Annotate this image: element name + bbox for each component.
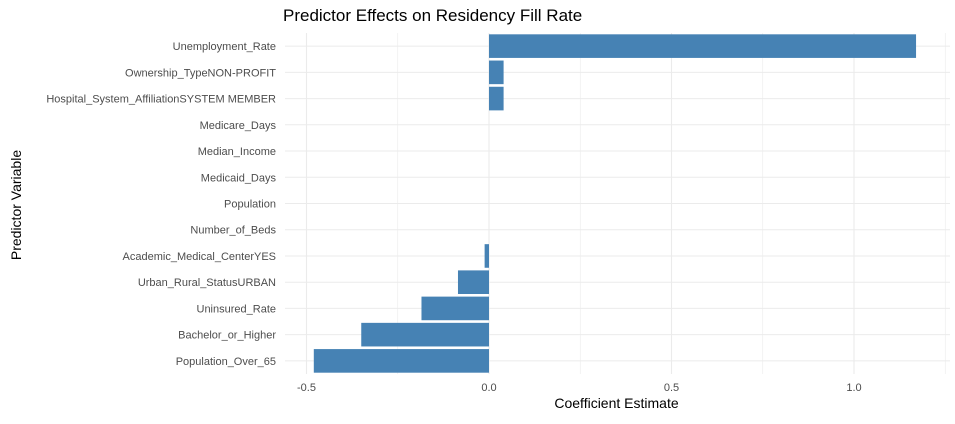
y-tick-label: Academic_Medical_CenterYES [123,251,276,263]
y-tick-label: Urban_Rural_StatusURBAN [138,277,276,289]
y-tick-label: Number_of_Beds [190,225,276,237]
chart-title: Predictor Effects on Residency Fill Rate [283,6,583,25]
x-tick-label: 1.0 [846,382,861,394]
y-axis-title: Predictor Variable [8,149,24,261]
bar-bachelor-or-higher [361,322,489,347]
y-tick-label: Bachelor_or_Higher [178,330,276,342]
x-tick-label: -0.5 [297,382,316,394]
y-tick-label: Unemployment_Rate [173,41,276,53]
y-tick-label: Median_Income [198,146,276,158]
bar-uninsured-rate [421,296,489,321]
bar-ownership-typenon-profit [489,60,504,85]
bar-urban-rural-statusurban [457,270,489,294]
bar-academic-medical-centeryes [484,244,489,268]
x-axis-title: Coefficient Estimate [554,395,679,411]
bar-hospital-system-affiliationsystem-member [489,86,504,111]
y-tick-label: Hospital_System_AffiliationSYSTEM MEMBER [46,94,276,106]
x-tick-label: 0.0 [481,382,496,394]
y-tick-label: Uninsured_Rate [197,303,277,315]
y-tick-label: Population_Over_65 [176,356,276,368]
bar-population-over-65 [313,349,489,373]
x-tick-label: 0.5 [664,382,679,394]
y-tick-label: Population [224,199,276,211]
bar-unemployment-rate [489,34,917,58]
y-tick-label: Ownership_TypeNON-PROFIT [125,67,276,79]
y-tick-label: Medicaid_Days [201,172,277,184]
y-tick-label: Medicare_Days [200,120,277,132]
